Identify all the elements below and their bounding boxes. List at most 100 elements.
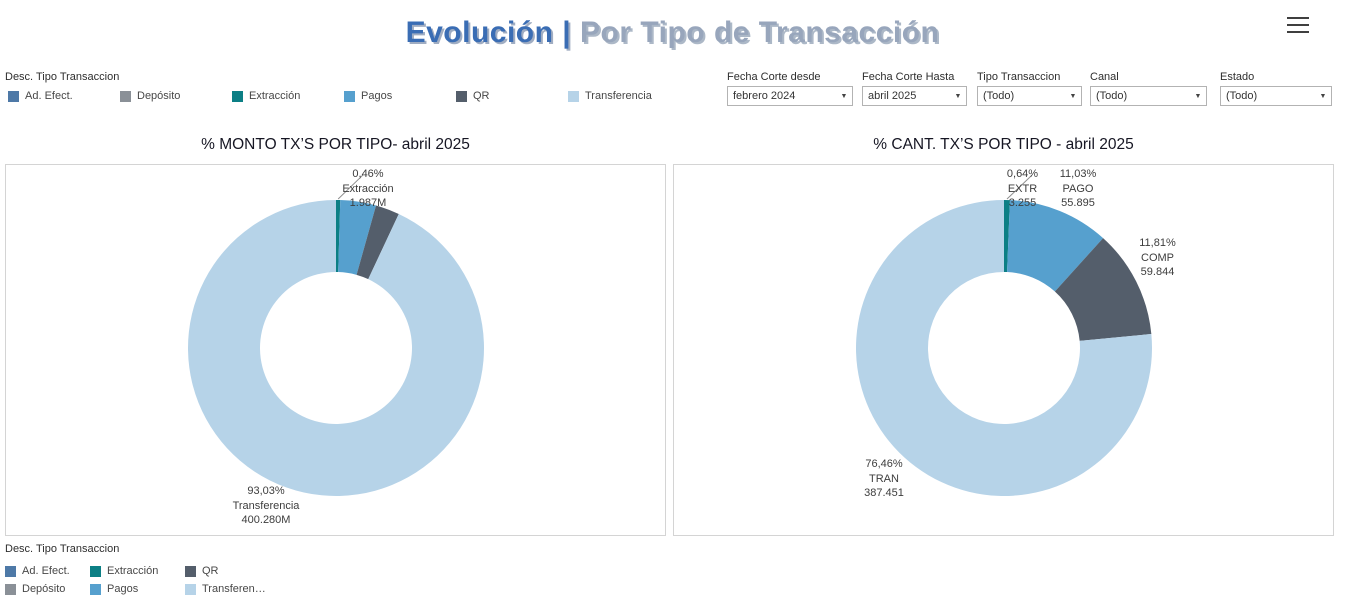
donut-slice-pago[interactable] [1007, 200, 1104, 292]
legend-item-label: Transferencia [585, 90, 652, 102]
dropdown-value: (Todo) [1226, 90, 1258, 102]
annotation-line: 93,03% [247, 485, 285, 497]
filter-fecha-corte-desde: Fecha Corte desde febrero 2024 ▼ [727, 71, 853, 106]
legend-item-qr[interactable]: QR [456, 90, 568, 102]
legend-item-label: Pagos [107, 583, 139, 595]
donut-slice-extracción[interactable] [336, 200, 341, 273]
filter-label: Tipo Transaccion [977, 71, 1061, 83]
legend-item-ad-efect[interactable]: Ad. Efect. [8, 90, 120, 102]
chevron-down-icon[interactable]: ▼ [954, 92, 962, 100]
annotation-line: 0,64% [1006, 168, 1039, 180]
legend-bottom: Desc. Tipo Transaccion Ad. Efect. Depósi… [5, 543, 300, 597]
legend-item-label: Extracción [249, 90, 301, 102]
donut-slice-qr[interactable] [356, 205, 399, 280]
menu-bar [1287, 17, 1309, 19]
legend-item-ad-efect[interactable]: Ad. Efect. [5, 562, 90, 580]
dropdown-value: (Todo) [1096, 90, 1128, 102]
donut-slice-comp[interactable] [1054, 238, 1152, 341]
legend-swatch [232, 90, 243, 102]
filter-label: Canal [1090, 71, 1119, 83]
legend-item-qr[interactable]: QR [185, 562, 300, 580]
legend-bottom-grid: Ad. Efect. Depósito Extracción Pagos QR … [5, 562, 300, 597]
donut-slice-pagos[interactable] [338, 200, 377, 275]
donut-slice-tran[interactable] [856, 200, 1152, 496]
annotation-line: 0,46% [352, 168, 384, 180]
annotation-line: TRAN [869, 472, 899, 485]
chart-title-cantidad: % CANT. TX’S POR TIPO - abril 2025 [873, 136, 1134, 153]
fecha-corte-desde-dropdown[interactable]: febrero 2024 ▼ [727, 86, 853, 106]
legend-swatch [120, 90, 131, 102]
filter-tipo-transaccion: Tipo Transaccion (Todo) ▼ [977, 71, 1082, 106]
legend-item-label: Depósito [22, 583, 66, 595]
filter-estado: Estado (Todo) ▼ [1220, 71, 1332, 106]
legend-item-label: Extracción [107, 565, 159, 577]
annotation-line: 11,03% [1059, 168, 1097, 180]
donut-slice-extr[interactable] [1004, 200, 1010, 273]
chart-panel-cantidad [673, 164, 1334, 536]
chevron-down-icon[interactable]: ▼ [1194, 92, 1202, 100]
title-part-1: Evolución | [405, 16, 572, 49]
dropdown-value: abril 2025 [868, 90, 917, 102]
page-title: Evolución | Por Tipo de Transacción [0, 16, 1345, 50]
legend-item-pagos[interactable]: Pagos [90, 580, 185, 597]
annotation-line: 1.987M [349, 197, 387, 209]
tipo-transaccion-dropdown[interactable]: (Todo) ▼ [977, 86, 1082, 106]
annotation-extr-cant: 0,64% EXTR 3.255 [995, 167, 1050, 211]
annotation-line: 387.451 [864, 487, 904, 499]
legend-swatch [568, 90, 579, 102]
chevron-down-icon[interactable]: ▼ [1069, 92, 1077, 100]
annotation-line: 400.280M [241, 514, 291, 526]
annotation-extraccion-monto: 0,46% Extracción 1.987M [330, 167, 406, 211]
canal-dropdown[interactable]: (Todo) ▼ [1090, 86, 1207, 106]
legend-item-label: QR [202, 565, 219, 577]
legend-item-transferencia[interactable]: Transferen… [185, 580, 300, 597]
legend-item-deposito[interactable]: Depósito [5, 580, 90, 597]
annotation-line: 11,81% [1139, 237, 1176, 249]
annotation-pago-cant: 11,03% PAGO 55.895 [1048, 167, 1108, 211]
chevron-down-icon[interactable]: ▼ [1319, 92, 1327, 100]
legend-top: Ad. Efect. Depósito Extracción Pagos QR … [8, 90, 680, 102]
fecha-corte-hasta-dropdown[interactable]: abril 2025 ▼ [862, 86, 967, 106]
chevron-down-icon[interactable]: ▼ [840, 92, 848, 100]
filter-fecha-corte-hasta: Fecha Corte Hasta abril 2025 ▼ [862, 71, 967, 106]
filter-label: Fecha Corte desde [727, 71, 821, 83]
legend-top-title: Desc. Tipo Transaccion [5, 71, 120, 83]
filter-label: Fecha Corte Hasta [862, 71, 955, 83]
donut-chart-monto [187, 174, 484, 496]
legend-item-extraccion[interactable]: Extracción [90, 562, 185, 580]
legend-swatch [8, 90, 19, 102]
legend-bottom-title: Desc. Tipo Transaccion [5, 543, 120, 555]
legend-swatch [185, 583, 196, 595]
annotation-line: COMP [1141, 251, 1174, 264]
legend-item-deposito[interactable]: Depósito [120, 90, 232, 102]
legend-item-transferencia[interactable]: Transferencia [568, 90, 680, 102]
legend-swatch [5, 583, 16, 595]
legend-swatch [344, 90, 355, 102]
legend-item-label: QR [473, 90, 490, 102]
hamburger-menu-icon[interactable] [1287, 12, 1309, 38]
annotation-tran-cant: 76,46% TRAN 387.451 [853, 457, 915, 501]
estado-dropdown[interactable]: (Todo) ▼ [1220, 86, 1332, 106]
donut-slice-transferencia[interactable] [187, 200, 484, 496]
title-part-2: Por Tipo de Transacción [571, 16, 940, 49]
annotation-leader-line [337, 174, 364, 200]
legend-item-label: Ad. Efect. [25, 90, 73, 102]
annotation-line: Transferencia [232, 499, 300, 512]
legend-swatch [185, 565, 196, 577]
legend-swatch [90, 565, 101, 577]
annotation-line: 3.255 [1008, 197, 1037, 209]
annotation-line: 59.844 [1140, 266, 1175, 278]
legend-item-extraccion[interactable]: Extracción [232, 90, 344, 102]
legend-swatch [456, 90, 467, 102]
legend-swatch [90, 583, 101, 595]
annotation-line: 76,46% [865, 458, 903, 470]
annotation-line: PAGO [1062, 182, 1094, 195]
legend-item-label: Transferen… [202, 583, 266, 595]
legend-swatch [5, 565, 16, 577]
annotation-transferencia-monto: 93,03% Transferencia 400.280M [201, 484, 331, 528]
filter-canal: Canal (Todo) ▼ [1090, 71, 1207, 106]
legend-item-pagos[interactable]: Pagos [344, 90, 456, 102]
annotation-leader-line [1006, 174, 1033, 200]
legend-item-label: Ad. Efect. [22, 565, 70, 577]
